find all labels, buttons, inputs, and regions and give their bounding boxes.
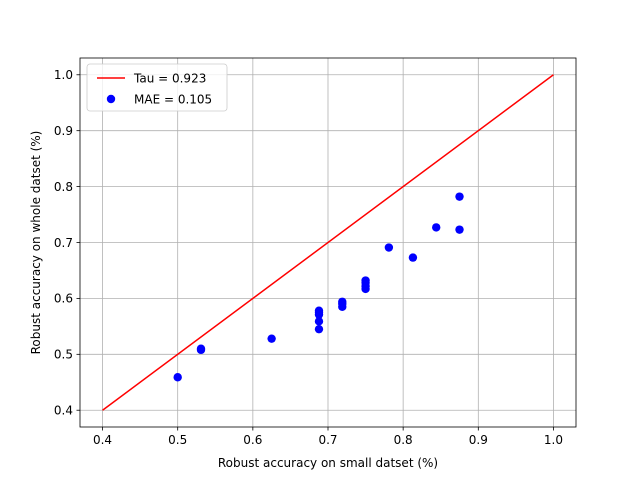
scatter-point (455, 192, 464, 201)
y-tick-label: 0.8 (54, 180, 73, 194)
scatter-point (267, 334, 276, 343)
y-tick-label: 0.4 (54, 404, 73, 418)
scatter-point (338, 297, 347, 306)
x-tick-label: 0.9 (469, 433, 488, 447)
x-tick-label: 0.5 (168, 433, 187, 447)
x-tick-label: 0.7 (318, 433, 337, 447)
y-tick-label: 0.5 (54, 348, 73, 362)
scatter-point (384, 243, 394, 252)
y-tick-label: 0.9 (54, 124, 73, 138)
scatter-point (408, 253, 418, 262)
x-tick-label: 0.6 (243, 433, 262, 447)
axis-ticks: 0.4 0.5 0.6 0.7 0.8 0.9 1.0 0.4 0.5 0.6 0.7 0.8 0.9 1… (54, 68, 563, 447)
legend-label: Tau = 0.923 (133, 72, 206, 86)
legend-box (86, 63, 228, 112)
scatter-point (361, 276, 370, 285)
scatter-point (314, 306, 324, 315)
x-tick-label: 0.4 (93, 433, 112, 447)
legend-marker-swatch (106, 94, 116, 104)
x-axis-label: Robust accuracy on small datset (%) (218, 456, 438, 470)
y-tick-label: 1.0 (54, 68, 73, 82)
y-tick-label: 0.7 (54, 236, 73, 250)
scatter-point (173, 373, 182, 382)
series-line-0 (102, 74, 554, 411)
y-tick-label: 0.6 (54, 292, 73, 306)
legend: Tau = 0.923 MAE = 0.105 (86, 63, 228, 112)
scatter-point (314, 324, 324, 334)
scatter-point (432, 223, 441, 232)
y-axis-label: Robust accuracy on whole datset (%) (29, 131, 43, 355)
x-tick-label: 0.8 (394, 433, 413, 447)
x-tick-label: 1.0 (544, 433, 563, 447)
scatter-point (314, 317, 324, 326)
legend-label: MAE = 0.105 (134, 93, 212, 107)
plot-series (102, 74, 554, 411)
scatter-point (196, 344, 206, 353)
scatter-point (455, 225, 464, 234)
